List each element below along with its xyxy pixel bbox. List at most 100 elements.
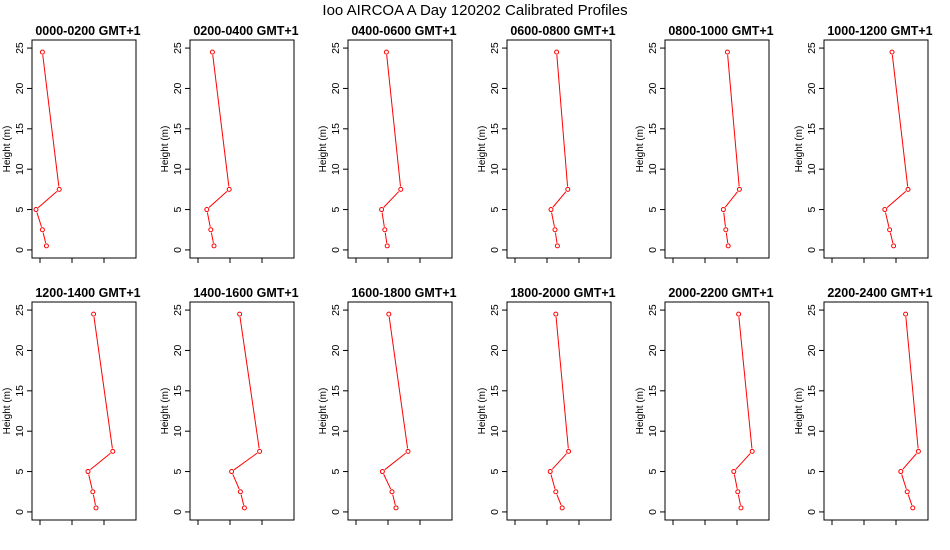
y-axis-label: Height (m) — [160, 388, 171, 435]
series-line-segment — [556, 494, 562, 506]
x-tick-label: 404 — [538, 526, 556, 528]
x-tick-label: 404 — [379, 526, 397, 528]
data-point — [383, 49, 389, 55]
series-line-segment — [37, 190, 58, 208]
series-line-segment — [93, 317, 113, 449]
y-axis-label: Height (m) — [160, 126, 171, 173]
y-axis-label: Height (m) — [635, 388, 646, 435]
data-point — [204, 207, 210, 213]
y-axis-label: Height (m) — [477, 388, 488, 435]
y-tick-label: 0 — [806, 247, 818, 253]
profile-chart: 1800-2000 GMT+10510152025400404408CO2 (p… — [477, 286, 616, 549]
x-tick-label: 404 — [63, 526, 81, 528]
panel-title: 1400-1600 GMT+1 — [193, 286, 298, 300]
data-point — [553, 489, 559, 495]
y-tick-label: 5 — [647, 206, 659, 212]
x-tick-label: 408 — [253, 526, 271, 528]
data-point — [386, 311, 392, 317]
data-point — [904, 489, 910, 495]
panel-title: 2000-2200 GMT+1 — [668, 286, 773, 300]
data-point — [552, 227, 558, 233]
y-tick-label: 25 — [14, 42, 26, 54]
y-tick-label: 0 — [172, 247, 184, 253]
profile-chart: 2200-2400 GMT+10510152025400404408CO2 (p… — [794, 286, 933, 549]
y-axis-label: Height (m) — [794, 388, 805, 435]
data-point — [241, 505, 247, 511]
series-line-segment — [388, 317, 409, 449]
profile-chart: 0000-0200 GMT+10510152025400404408CO2 (p… — [2, 24, 141, 287]
y-axis-label: Height (m) — [794, 126, 805, 173]
y-tick-label: 20 — [330, 344, 342, 356]
y-tick-label: 10 — [172, 425, 184, 437]
y-tick-label: 25 — [172, 42, 184, 54]
profile-chart: 1400-1600 GMT+10510152025400404408CO2 (p… — [160, 286, 299, 549]
data-point — [565, 186, 571, 192]
profile-panel: 0400-0600 GMT+10510152025400404408CO2 (p… — [316, 0, 474, 287]
y-tick-label: 20 — [489, 344, 501, 356]
series-line-segment — [738, 317, 753, 449]
y-tick-label: 10 — [489, 425, 501, 437]
panel-title: 0400-0600 GMT+1 — [351, 24, 456, 38]
data-point — [882, 207, 888, 213]
series-line-segment — [392, 494, 396, 506]
series-line-segment — [208, 191, 228, 208]
y-tick-label: 10 — [14, 425, 26, 437]
y-tick-label: 0 — [647, 247, 659, 253]
data-point — [237, 489, 243, 495]
data-point — [547, 469, 553, 475]
y-tick-label: 0 — [14, 509, 26, 515]
data-point — [379, 469, 385, 475]
profile-panel: 1800-2000 GMT+10510152025400404408CO2 (p… — [475, 264, 633, 549]
series-line-segment — [384, 232, 388, 243]
series-line-segment — [886, 190, 907, 208]
x-tick-label: 408 — [411, 526, 429, 528]
x-tick-label: 408 — [887, 526, 905, 528]
series-line-segment — [42, 232, 47, 244]
plot-frame — [506, 39, 612, 259]
y-tick-label: 20 — [330, 82, 342, 94]
data-point — [226, 186, 232, 192]
series-line-segment — [556, 55, 569, 187]
y-tick-label: 5 — [489, 206, 501, 212]
panel-title: 0800-1000 GMT+1 — [668, 24, 773, 38]
series-line-segment — [210, 232, 214, 244]
series-line-segment — [725, 232, 729, 243]
plot-frame — [347, 301, 453, 521]
series-line-segment — [554, 232, 558, 243]
y-tick-label: 25 — [806, 304, 818, 316]
data-point — [56, 186, 62, 192]
series-line-segment — [383, 191, 400, 208]
series-line-segment — [386, 55, 401, 187]
data-point — [554, 243, 560, 249]
profile-panel: 1400-1600 GMT+10510152025400404408CO2 (p… — [158, 264, 316, 549]
data-point — [887, 227, 893, 233]
series-line-segment — [92, 494, 96, 506]
y-axis-label: Height (m) — [318, 126, 329, 173]
panel-title: 2200-2400 GMT+1 — [827, 286, 932, 300]
plot-frame — [189, 301, 295, 521]
y-tick-label: 25 — [172, 304, 184, 316]
y-tick-label: 5 — [806, 206, 818, 212]
y-tick-label: 20 — [647, 82, 659, 94]
series-line-segment — [905, 317, 919, 449]
x-tick-label: 404 — [696, 526, 714, 528]
data-point — [735, 489, 741, 495]
y-tick-label: 15 — [14, 385, 26, 397]
series-line-segment — [555, 317, 569, 449]
y-tick-label: 5 — [14, 468, 26, 474]
series-line-segment — [88, 474, 93, 489]
y-tick-label: 5 — [330, 468, 342, 474]
profile-chart: 0600-0800 GMT+10510152025400404408CO2 (p… — [477, 24, 616, 287]
data-point — [736, 186, 742, 192]
series-line-segment — [907, 494, 913, 506]
x-tick-label: 404 — [221, 526, 239, 528]
data-point — [738, 505, 744, 511]
y-tick-label: 20 — [172, 82, 184, 94]
y-tick-label: 20 — [172, 344, 184, 356]
series-line-segment — [90, 452, 111, 471]
data-point — [905, 186, 911, 192]
y-tick-label: 0 — [489, 247, 501, 253]
data-point — [566, 448, 572, 454]
y-tick-label: 0 — [14, 247, 26, 253]
x-tick-label: 404 — [855, 526, 873, 528]
